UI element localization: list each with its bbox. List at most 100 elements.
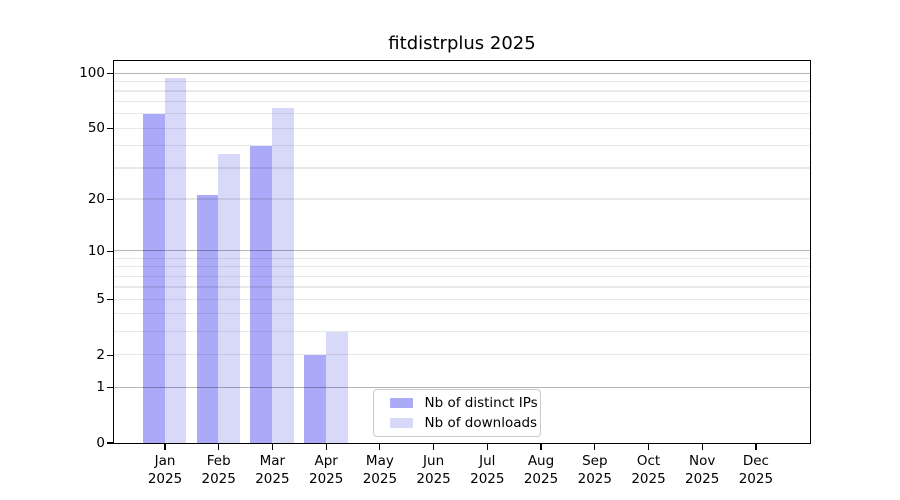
gridline-y-20 (113, 198, 810, 200)
y-tick-20 (107, 198, 114, 201)
gridline-y-50 (113, 127, 810, 129)
gridline-y-60 (113, 113, 810, 115)
legend-swatch-downloads (389, 418, 413, 428)
x-tick-label-oct: Oct 2025 (617, 452, 681, 488)
x-tick-label-year: 2025 (523, 470, 559, 487)
gridline-y-8 (113, 266, 810, 268)
gridline-y-2 (113, 354, 810, 356)
plot-area (112, 59, 811, 444)
gridline-y-40 (113, 144, 810, 147)
x-tick-label-aug: Aug 2025 (509, 452, 573, 488)
y-tick-2 (107, 354, 114, 356)
x-tick-label-month: Jun (423, 452, 445, 469)
x-tick-label-dec: Dec 2025 (724, 452, 788, 488)
y-tick-label-100: 100 (79, 65, 105, 82)
x-tick-jul (486, 444, 488, 451)
bar-nb-of-downloads-feb-2025 (218, 153, 241, 443)
gridlines-layer (113, 61, 810, 443)
x-tick-label-year: 2025 (362, 470, 398, 487)
legend-label-distinct-ips: Nb of distinct IPs (424, 394, 538, 411)
x-tick-label-year: 2025 (577, 470, 612, 487)
x-tick-label-year: 2025 (738, 470, 774, 487)
y-tick-label-1: 1 (96, 379, 105, 395)
bar-nb-of-downloads-jan-2025 (164, 77, 187, 443)
x-tick-label-jan: Jan 2025 (133, 452, 197, 488)
x-tick-label-year: 2025 (309, 470, 344, 487)
y-tick-10 (107, 250, 114, 252)
x-tick-nov (701, 444, 703, 451)
y-tick-label-5: 5 (96, 291, 105, 308)
y-tick-5 (107, 299, 114, 301)
legend: Nb of distinct IPs Nb of downloads (372, 389, 541, 437)
x-tick-label-month: Apr (314, 452, 338, 469)
legend-swatch-distinct-ips (389, 398, 413, 408)
gridline-y-30 (113, 167, 810, 169)
x-tick-label-jul: Jul 2025 (455, 452, 519, 488)
x-tick-label-month: Sep (582, 452, 608, 469)
x-tick-label-month: Feb (206, 452, 231, 469)
bar-nb-of-downloads-mar-2025 (272, 107, 294, 443)
x-tick-apr (325, 444, 327, 451)
y-tick-label-50: 50 (87, 120, 105, 136)
bar-nb-of-distinct-ips-apr-2025 (304, 354, 326, 443)
gridline-y-9 (113, 257, 810, 260)
x-tick-jun (433, 444, 435, 451)
gridline-y-80 (113, 90, 810, 92)
gridline-y-70 (113, 101, 810, 103)
bar-nb-of-distinct-ips-mar-2025 (250, 145, 273, 443)
y-tick-label-10: 10 (87, 242, 105, 259)
legend-entry-distinct-ips: Nb of distinct IPs (389, 394, 540, 411)
bar-nb-of-distinct-ips-feb-2025 (196, 195, 219, 443)
x-tick-label-nov: Nov 2025 (670, 452, 734, 488)
x-tick-dec (755, 444, 757, 451)
y-tick-label-0: 0 (96, 434, 105, 451)
bars-layer (114, 61, 810, 443)
gridline-y-3 (113, 331, 810, 333)
x-tick-label-apr: Apr 2025 (294, 452, 358, 488)
x-tick-label-feb: Feb 2025 (187, 452, 251, 488)
x-tick-sep (594, 444, 596, 451)
chart-title: fitdistrplus 2025 (388, 33, 536, 54)
gridline-y-5 (113, 298, 810, 300)
x-tick-label-year: 2025 (255, 470, 290, 487)
x-tick-label-month: Nov (689, 452, 716, 469)
x-tick-label-year: 2025 (685, 470, 720, 487)
x-tick-label-year: 2025 (147, 470, 183, 487)
x-tick-label-may: May 2025 (348, 452, 412, 488)
x-tick-aug (540, 444, 542, 451)
x-tick-feb (218, 444, 220, 451)
x-tick-label-month: Oct (636, 452, 661, 469)
y-tick-label-20: 20 (87, 190, 105, 207)
x-tick-label-year: 2025 (201, 470, 236, 487)
y-tick-label-2: 2 (96, 346, 105, 363)
x-tick-jan (164, 444, 166, 451)
x-tick-label-mar: Mar 2025 (240, 452, 304, 488)
gridline-y-1 (113, 386, 810, 388)
y-tick-50 (107, 127, 114, 130)
x-tick-label-jun: Jun 2025 (402, 452, 466, 488)
legend-label-downloads: Nb of downloads (424, 414, 538, 431)
x-tick-label-month: Aug (527, 452, 555, 469)
x-tick-label-year: 2025 (416, 470, 451, 487)
x-tick-oct (647, 444, 650, 451)
gridline-y-7 (113, 275, 810, 277)
gridline-y-10 (113, 250, 810, 252)
x-tick-label-year: 2025 (470, 470, 505, 487)
x-tick-label-month: Mar (259, 452, 286, 469)
gridline-y-90 (113, 81, 810, 83)
x-tick-label-month: Dec (742, 452, 769, 469)
x-tick-may (379, 444, 381, 451)
gridline-y-100 (113, 72, 810, 75)
bar-nb-of-downloads-apr-2025 (325, 331, 348, 443)
x-tick-label-month: Jul (479, 452, 496, 469)
x-tick-mar (271, 444, 274, 451)
y-tick-1 (107, 386, 114, 389)
gridline-y-4 (113, 313, 810, 315)
x-tick-label-year: 2025 (631, 470, 666, 487)
y-tick-100 (107, 73, 114, 75)
y-tick-0 (107, 442, 114, 444)
legend-entry-downloads: Nb of downloads (389, 414, 540, 431)
gridline-y-6 (113, 286, 810, 288)
